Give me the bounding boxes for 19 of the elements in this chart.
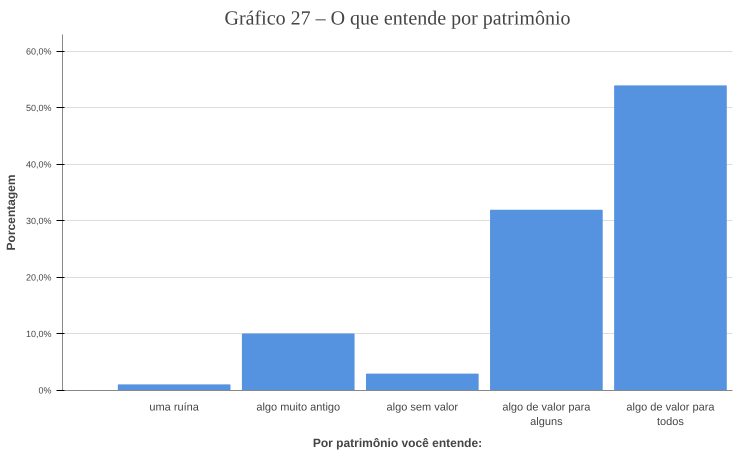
bar xyxy=(242,333,355,390)
y-tick-label: 20,0% xyxy=(26,272,52,282)
y-axis-title: Porcentagem xyxy=(4,174,18,251)
chart-title: Gráfico 27 – O que entende por patrimônio xyxy=(224,8,571,30)
y-tick-label: 60,0% xyxy=(26,46,52,56)
y-tick-label: 10,0% xyxy=(26,328,52,339)
y-tick-label: 40,0% xyxy=(26,159,52,170)
bar xyxy=(366,374,479,390)
x-tick-label: algo de valor para alguns xyxy=(502,402,592,428)
x-axis-title: Por patrimônio você entende: xyxy=(312,436,482,450)
y-tick-label: 50,0% xyxy=(26,102,52,113)
y-tick-label: 30,0% xyxy=(26,216,52,226)
x-tick-label: algo de valor para todos xyxy=(626,402,716,428)
x-tick-label: uma ruína xyxy=(149,402,200,414)
x-tick-label: algo sem valor xyxy=(386,402,458,414)
bar xyxy=(490,210,603,390)
bar xyxy=(614,85,727,390)
x-tick-label: algo muito antigo xyxy=(256,402,340,414)
y-tick-label: 0% xyxy=(38,386,52,396)
